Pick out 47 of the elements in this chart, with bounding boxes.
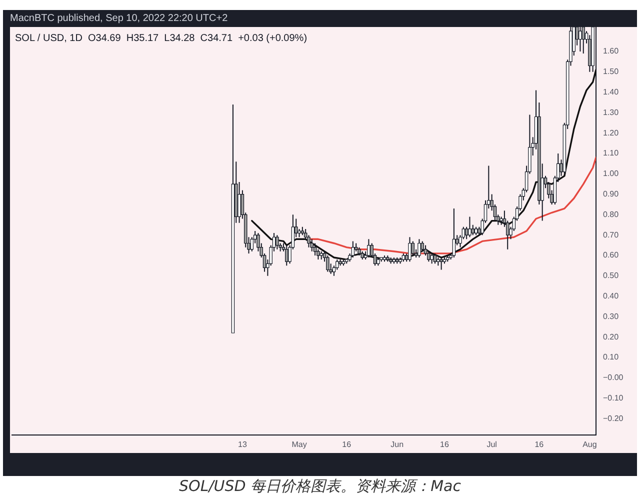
y-tick-label: 0.20 xyxy=(603,332,620,342)
candlestick xyxy=(468,216,472,238)
y-tick-label: 0.50 xyxy=(603,271,620,280)
candlestick xyxy=(238,182,241,224)
candlestick xyxy=(418,238,421,258)
x-tick-label: Jun xyxy=(390,440,404,450)
candlestick xyxy=(582,27,586,54)
y-tick-label: 0.30 xyxy=(603,312,620,321)
x-tick-label: May xyxy=(292,440,307,450)
x-tick-label: 16 xyxy=(440,440,450,450)
text: SOL/USD 每日价格图表。资料来源：Mac xyxy=(179,477,461,496)
candlestick xyxy=(578,27,582,52)
x-tick-label: Aug xyxy=(582,440,597,450)
y-tick-label: −0.00 xyxy=(603,373,624,382)
y-tick-label: 0.90 xyxy=(603,189,620,198)
candlestick xyxy=(351,240,355,258)
y-tick-label: 0.40 xyxy=(603,291,620,300)
candlestick xyxy=(310,238,314,252)
candlestick xyxy=(440,257,443,270)
text: SOL / USD, 1D O34.69 H35.17 L34.28 C34.71 +0.03 (+0.09%) xyxy=(15,32,308,46)
candlestick xyxy=(500,216,503,226)
candlestick xyxy=(276,234,279,250)
candlestick xyxy=(313,242,317,256)
y-tick-label: 1.20 xyxy=(603,128,620,138)
y-tick-label: 1.30 xyxy=(603,108,620,117)
candlestick xyxy=(452,208,456,258)
y-tick-label: 1.40 xyxy=(603,87,620,96)
y-tick-label: 1.00 xyxy=(603,169,620,178)
y-tick-label: −0.10 xyxy=(603,393,624,402)
candlestick xyxy=(231,104,235,334)
y-tick-label: 1.60 xyxy=(603,46,620,56)
x-tick-label: Jul xyxy=(486,440,498,450)
candlestick xyxy=(354,242,358,252)
y-tick-label: 0.60 xyxy=(603,250,620,260)
y-tick-label: 0.70 xyxy=(603,230,620,240)
candlestick xyxy=(420,240,424,252)
y-tick-label: 1.10 xyxy=(603,148,620,158)
chart-title: MacnBTC published, Sep 10, 2022 22:20 UTC+2 xyxy=(10,12,228,26)
y-tick-label: 1.50 xyxy=(603,67,620,76)
x-tick-label: 16 xyxy=(534,440,544,450)
candlestick xyxy=(367,238,370,258)
candlestick xyxy=(408,236,412,262)
y-tick-label: 0.10 xyxy=(603,352,620,362)
x-tick-label: 16 xyxy=(342,440,352,450)
y-tick-label: 0.80 xyxy=(603,210,620,219)
y-tick-label: −0.20 xyxy=(603,414,624,423)
x-tick-label: 13 xyxy=(238,440,248,450)
